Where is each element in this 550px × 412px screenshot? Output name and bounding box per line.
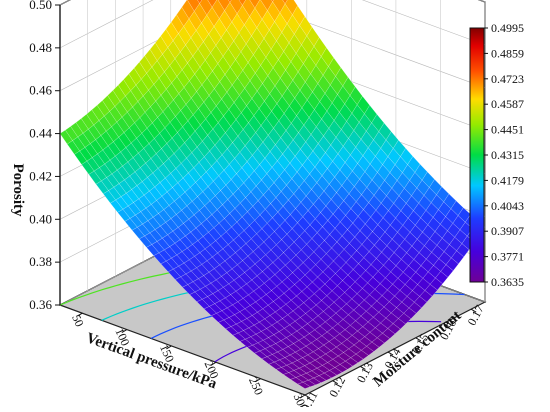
surface-patch xyxy=(197,0,203,4)
z-tick-label: 0.44 xyxy=(29,126,52,141)
y-tick-mark xyxy=(332,380,338,385)
x-tick-mark xyxy=(255,378,261,383)
colorbar-gradient xyxy=(469,27,485,283)
z-tick-label: 0.50 xyxy=(29,0,52,12)
surface-patch xyxy=(271,0,274,3)
colorbar-label: 0.4179 xyxy=(491,173,524,187)
colorbar-label: 0.4451 xyxy=(491,123,524,137)
x-tick-mark xyxy=(121,329,128,333)
x-tick-label: 100 xyxy=(112,326,132,348)
colorbar-label: 0.4315 xyxy=(491,148,524,162)
y-tick-mark xyxy=(387,351,394,356)
colorbar-label: 0.4859 xyxy=(491,46,524,60)
colorbar-label: 0.4723 xyxy=(491,72,524,86)
colorbar-label: 0.3907 xyxy=(491,224,524,238)
surface-mesh xyxy=(59,0,486,389)
z-tick-label: 0.46 xyxy=(29,83,52,98)
x-tick-label: 200 xyxy=(202,359,222,381)
colorbar: 0.4995 0.4859 0.4723 0.4587 0.4451 0.4315 0.41… xyxy=(469,21,524,289)
wall-gridline xyxy=(59,0,486,49)
z-tick-label: 0.40 xyxy=(29,211,52,226)
y-tick-mark xyxy=(415,337,422,342)
x-tick-label: 50 xyxy=(69,312,87,329)
z-tick-label: 0.42 xyxy=(29,168,52,183)
colorbar-label: 0.4043 xyxy=(491,199,524,213)
z-tick-label: 0.36 xyxy=(29,297,52,312)
colorbar-label: 0.3771 xyxy=(491,250,524,264)
colorbar-label: 0.4587 xyxy=(491,97,524,111)
surface-patch xyxy=(297,382,311,389)
surface-patch xyxy=(228,0,232,3)
colorbar-label: 0.3635 xyxy=(491,275,524,289)
x-tick-mark xyxy=(299,394,306,399)
x-tick-mark xyxy=(210,361,217,366)
colorbar-label: 0.4995 xyxy=(491,21,524,35)
x-tick-label: 250 xyxy=(246,375,266,397)
z-axis-title: Porosity xyxy=(10,163,26,217)
y-tick-mark xyxy=(470,308,477,313)
x-tick-mark xyxy=(166,345,172,350)
x-tick-label: 150 xyxy=(157,342,177,364)
y-tick-mark xyxy=(360,365,366,370)
z-tick-label: 0.38 xyxy=(29,254,52,269)
y-tick-mark xyxy=(443,323,449,327)
x-tick-mark xyxy=(77,312,83,317)
y-tick-mark xyxy=(304,394,311,399)
z-tick-label: 0.48 xyxy=(29,40,52,55)
wall-gridline xyxy=(59,0,486,91)
